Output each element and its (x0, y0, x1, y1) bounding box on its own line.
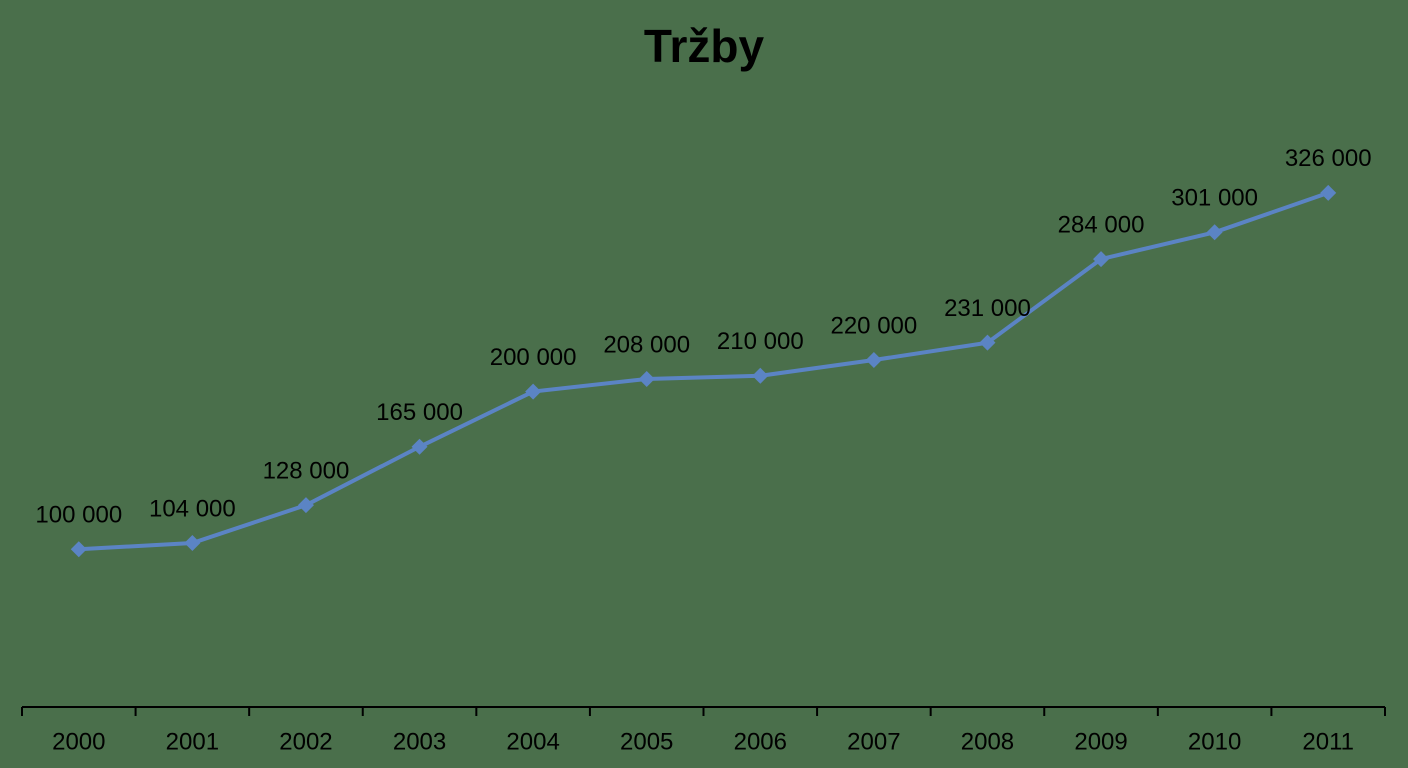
data-label: 104 000 (149, 495, 236, 522)
data-point (297, 497, 314, 514)
data-label: 326 000 (1285, 145, 1372, 172)
data-point (1206, 224, 1223, 241)
x-tick-label: 2006 (734, 728, 787, 755)
data-label: 200 000 (490, 344, 577, 371)
data-label: 284 000 (1058, 211, 1145, 238)
data-point (752, 367, 769, 384)
x-tick-label: 2004 (506, 728, 559, 755)
data-point (411, 438, 428, 455)
x-tick-label: 2011 (1302, 728, 1354, 755)
data-label: 165 000 (376, 399, 463, 426)
x-tick-label: 2010 (1188, 728, 1241, 755)
data-line (78, 190, 1329, 552)
data-label: 208 000 (603, 331, 690, 358)
data-point (184, 534, 201, 551)
data-point (865, 352, 882, 369)
x-tick-label: 2005 (620, 728, 673, 755)
x-tick-label: 2002 (279, 728, 332, 755)
chart-title: Tržby (644, 20, 765, 72)
x-tick-label: 2000 (52, 728, 105, 755)
data-point (70, 541, 87, 558)
x-tick-label: 2001 (166, 728, 219, 755)
data-label: 128 000 (263, 457, 350, 484)
x-tick-label: 2008 (961, 728, 1014, 755)
data-label: 210 000 (717, 328, 804, 355)
data-point (1093, 251, 1110, 268)
x-tick-label: 2007 (847, 728, 900, 755)
data-point (979, 334, 996, 351)
data-label: 301 000 (1171, 185, 1258, 212)
data-label: 231 000 (944, 295, 1031, 322)
x-tick-label: 2003 (393, 728, 446, 755)
data-point (525, 383, 542, 400)
data-label: 220 000 (830, 312, 917, 339)
data-point (1320, 184, 1337, 201)
x-tick-label: 2009 (1074, 728, 1127, 755)
data-point (638, 370, 655, 387)
data-label: 100 000 (35, 502, 122, 529)
